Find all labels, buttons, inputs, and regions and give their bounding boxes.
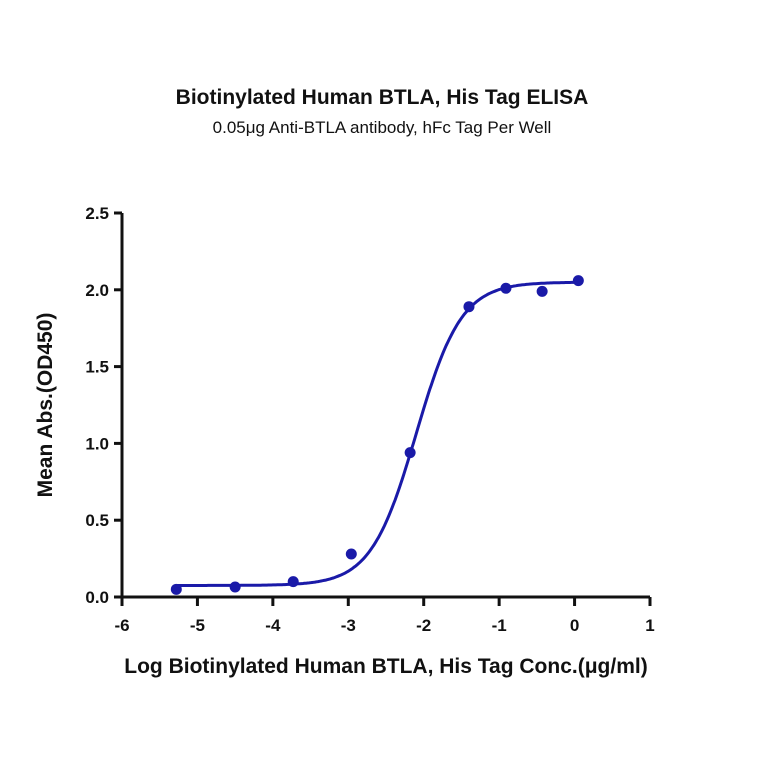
y-tick-label: 2.5: [85, 204, 109, 223]
data-point: [536, 285, 548, 297]
y-axis-title: Mean Abs.(OD450): [34, 313, 57, 498]
y-tick-label: 0.0: [85, 588, 109, 607]
data-point: [345, 548, 357, 560]
chart-title: Biotinylated Human BTLA, His Tag ELISA: [175, 86, 589, 109]
data-points: [170, 275, 584, 595]
y-tick-label: 0.5: [85, 511, 109, 530]
data-point: [229, 581, 241, 593]
x-tick-label: 1: [645, 616, 654, 635]
x-tick-label: -2: [416, 616, 431, 635]
x-tick-label: -1: [492, 616, 507, 635]
x-tick-label: 0: [570, 616, 579, 635]
y-tick-label: 1.0: [85, 434, 109, 453]
data-point: [463, 301, 475, 313]
data-point: [287, 576, 299, 588]
chart-subtitle: 0.05μg Anti-BTLA antibody, hFc Tag Per W…: [212, 118, 552, 137]
data-point: [500, 282, 512, 294]
y-tick-label: 2.0: [85, 281, 109, 300]
fit-curve: [176, 280, 580, 587]
x-tick-label: -4: [265, 616, 281, 635]
x-tick-label: -6: [114, 616, 129, 635]
data-point: [572, 275, 584, 287]
x-axis-title: Log Biotinylated Human BTLA, His Tag Con…: [124, 655, 647, 678]
y-tick-label: 1.5: [85, 358, 109, 377]
x-tick-label: -5: [190, 616, 205, 635]
x-tick-label: -3: [341, 616, 356, 635]
axes: 0.0 0.5 1.0 1.5 2.0 2.5 -6 -5 -4 -3 -2 -1 0 1: [85, 204, 654, 635]
data-point: [404, 447, 416, 459]
data-point: [170, 583, 182, 595]
